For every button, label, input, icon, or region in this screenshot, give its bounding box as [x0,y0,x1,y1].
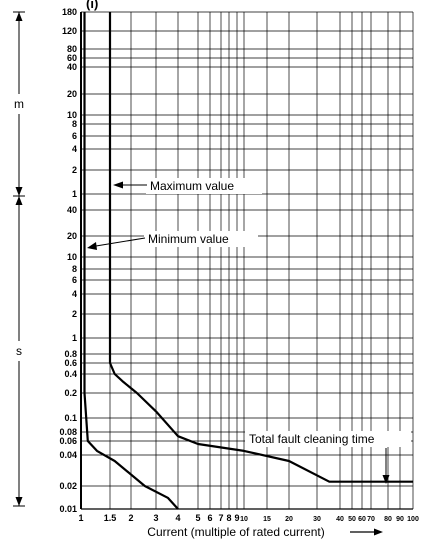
curve-minimum-value [83,12,179,510]
y-tick-label-seconds: 0.1 [64,413,77,423]
unit-bracket-arrow [15,497,23,506]
y-tick-label-seconds: 10 [67,252,77,262]
x-tick-label: 70 [367,516,375,523]
x-tick-label: 20 [285,516,293,523]
annotation-minimum-value-bg [144,231,258,247]
y-tick-label-minutes: 10 [67,110,77,120]
y-tick-label-seconds: 2 [72,309,77,319]
annotation-total-fault-time: Total fault cleaning time [249,432,375,446]
x-tick-label: 5 [195,513,200,523]
y-tick-label-seconds: 8 [72,264,77,274]
x-tick-label: 60 [358,516,366,523]
y-tick-label-minutes: 40 [67,62,77,72]
x-tick-label: 30 [313,516,321,523]
y-tick-label-seconds: 20 [67,231,77,241]
y-tick-label-minutes: 120 [62,26,77,36]
y-tick-label-minutes: 2 [72,165,77,175]
x-tick-label: 100 [407,516,419,523]
x-tick-label: 9 [234,513,239,523]
y-tick-label-minutes: 4 [72,144,77,154]
curve-maximum-value [108,12,413,483]
unit-bracket-arrow [15,187,23,196]
y-tick-label-seconds: 0.8 [64,349,77,359]
y-tick-label-seconds: 40 [67,205,77,215]
x-tick-label: 90 [396,516,404,523]
chart-title: (i) [86,0,98,11]
y-tick-label-seconds: 0.02 [59,481,77,491]
x-tick-label: 15 [263,516,271,523]
x-tick-label: 2 [128,513,133,523]
x-tick-label: 80 [384,516,392,523]
y-tick-label-seconds: 0.06 [59,436,77,446]
annotation-maximum-value: Maximum value [150,179,234,193]
x-tick-label: 3 [153,513,158,523]
y-tick-label-minutes: 180 [62,7,77,17]
annotation-arrow [113,181,123,189]
plot-frame [80,12,413,510]
annotation-total-fault-time-bg [245,431,411,447]
annotation-maximum-value-bg [146,178,262,194]
annotation-leader [95,237,146,247]
y-tick-label-seconds: 0.4 [64,369,77,379]
x-tick-label: 7 [218,513,223,523]
curves [83,12,413,510]
y-tick-label-seconds: 0.2 [64,388,77,398]
x-tick-label: 8 [226,513,231,523]
y-tick-label-minutes: 60 [67,53,77,63]
annotation-arrow [87,242,97,250]
unit-bracket-arrow [15,196,23,205]
annotation-arrow [382,475,390,484]
x-tick-label: 50 [348,516,356,523]
y-tick-label-seconds: 0.04 [59,450,77,460]
y-tick-label-minutes: 1 [72,189,77,199]
y-tick-label-seconds: 1 [72,333,77,343]
y-tick-label-minutes: 80 [67,44,77,54]
y-tick-label-minutes: 6 [72,131,77,141]
y-tick-label-seconds: 6 [72,275,77,285]
annotations: Maximum value Minimum value Total fault cl… [87,178,411,484]
unit-label-minutes: m [14,97,24,111]
annotation-minimum-value: Minimum value [148,232,229,246]
y-tick-label-minutes: 8 [72,119,77,129]
y-tick-label-minutes: 20 [67,89,77,99]
x-tick-label: 4 [175,513,180,523]
x-tick-labels: 1 1.5 2 3 4 5 6 7 8 9 10 15 20 30 40 50 60 70 80 90 100 [78,513,418,523]
y-tick-label-seconds: 4 [72,289,77,299]
grid [80,11,414,510]
x-tick-label: 10 [240,516,248,523]
unit-bracket-arrow [15,12,23,21]
x-tick-label: 6 [207,513,212,523]
x-tick-label: 1.5 [104,513,117,523]
x-axis-arrow-head [374,528,383,536]
unit-brackets: ms [13,11,25,507]
y-tick-label-seconds: 0.01 [59,504,77,514]
x-tick-label: 40 [336,516,344,523]
y-tick-label-seconds: 0.08 [59,427,77,437]
x-axis-label-group: Current (multiple of rated current) [147,525,383,539]
x-axis-label: Current (multiple of rated current) [147,525,324,539]
x-tick-label: 1 [78,513,83,523]
y-tick-label-seconds: 0.6 [64,358,77,368]
y-tick-labels: 0.010.020.040.060.080.10.20.40.60.812468… [59,7,77,514]
unit-label-seconds: s [16,344,22,358]
